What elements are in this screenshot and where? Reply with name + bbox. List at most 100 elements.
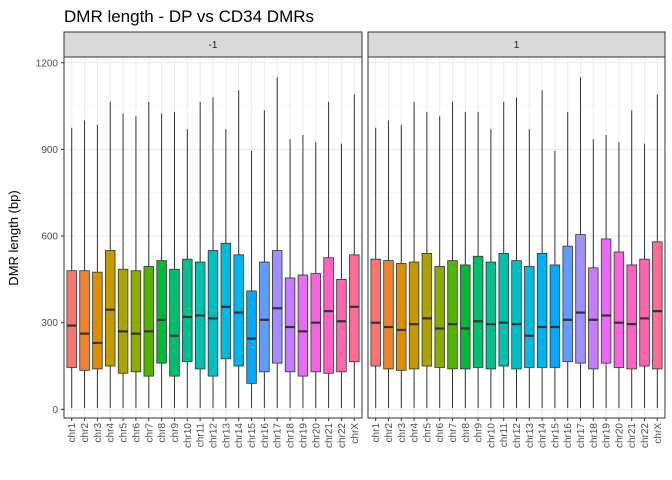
- box-body[interactable]: [511, 260, 522, 370]
- box-chr7[interactable]: [447, 101, 458, 408]
- box-chr9[interactable]: [472, 111, 484, 408]
- box-body[interactable]: [370, 258, 381, 367]
- box-body[interactable]: [588, 267, 599, 370]
- box-chr15[interactable]: [246, 150, 257, 408]
- box-body[interactable]: [156, 260, 167, 364]
- box-body[interactable]: [434, 265, 445, 368]
- box-body[interactable]: [246, 290, 257, 384]
- box-body[interactable]: [143, 265, 154, 377]
- x-tick-label: chr7: [448, 423, 459, 443]
- box-body[interactable]: [613, 251, 625, 368]
- box-chr9[interactable]: [169, 111, 180, 408]
- box-chr5[interactable]: [421, 111, 433, 408]
- box-body[interactable]: [652, 241, 663, 370]
- box-chrX[interactable]: [652, 94, 663, 408]
- box-chr13[interactable]: [220, 129, 232, 408]
- box-chr17[interactable]: [575, 77, 586, 408]
- box-body[interactable]: [408, 261, 420, 370]
- box-chr4[interactable]: [105, 101, 116, 408]
- box-body[interactable]: [472, 255, 484, 368]
- box-body[interactable]: [130, 270, 142, 373]
- box-chr22[interactable]: [336, 143, 347, 408]
- x-tick-label: chr16: [260, 423, 271, 448]
- box-body[interactable]: [536, 252, 548, 368]
- box-chr19[interactable]: [600, 134, 612, 408]
- box-chr12[interactable]: [511, 97, 522, 408]
- x-tick-label: chr9: [170, 423, 181, 443]
- box-chr11[interactable]: [498, 101, 509, 408]
- box-body[interactable]: [460, 264, 471, 370]
- box-body[interactable]: [549, 264, 561, 368]
- box-body[interactable]: [575, 234, 586, 364]
- box-body[interactable]: [182, 258, 193, 363]
- box-chr6[interactable]: [130, 116, 142, 408]
- box-chr21[interactable]: [626, 110, 637, 408]
- box-chr2[interactable]: [383, 120, 394, 408]
- box-body[interactable]: [447, 260, 458, 370]
- box-body[interactable]: [169, 268, 180, 377]
- box-chr18[interactable]: [588, 139, 599, 408]
- box-body[interactable]: [383, 260, 394, 370]
- box-body[interactable]: [626, 264, 637, 370]
- box-chr8[interactable]: [156, 113, 167, 408]
- box-chr14[interactable]: [536, 90, 548, 408]
- box-body[interactable]: [562, 245, 573, 363]
- box-chr3[interactable]: [396, 124, 407, 408]
- box-chr10[interactable]: [182, 129, 193, 408]
- box-body[interactable]: [79, 270, 90, 371]
- box-chr3[interactable]: [92, 124, 103, 408]
- box-chr13[interactable]: [524, 129, 535, 408]
- x-tick-label: chr20: [614, 423, 625, 448]
- box-chr22[interactable]: [639, 143, 650, 408]
- box-chr2[interactable]: [79, 120, 90, 408]
- box-chr10[interactable]: [485, 129, 497, 408]
- box-chr12[interactable]: [207, 97, 219, 408]
- box-chr1[interactable]: [370, 127, 381, 408]
- box-chr20[interactable]: [310, 142, 321, 408]
- box-chr19[interactable]: [297, 134, 309, 408]
- box-body[interactable]: [323, 257, 334, 374]
- box-chr7[interactable]: [143, 101, 154, 408]
- box-body[interactable]: [421, 252, 433, 367]
- box-chr20[interactable]: [613, 142, 625, 408]
- box-body[interactable]: [272, 250, 283, 364]
- box-chr14[interactable]: [233, 90, 244, 408]
- box-chr5[interactable]: [117, 113, 129, 408]
- box-body[interactable]: [485, 261, 497, 370]
- box-body[interactable]: [498, 252, 509, 367]
- panel-border: [63, 56, 363, 419]
- box-body[interactable]: [284, 277, 296, 373]
- box-body[interactable]: [396, 263, 407, 371]
- box-chr21[interactable]: [323, 101, 334, 408]
- box-body[interactable]: [220, 242, 232, 360]
- box-body[interactable]: [349, 254, 360, 363]
- box-chr1[interactable]: [66, 127, 77, 408]
- x-tick-label: chr19: [602, 423, 613, 448]
- y-tick-label: 300: [41, 318, 58, 329]
- box-chr11[interactable]: [194, 101, 206, 408]
- box-body[interactable]: [105, 250, 116, 367]
- box-body[interactable]: [297, 274, 309, 377]
- box-body[interactable]: [639, 258, 650, 367]
- box-body[interactable]: [66, 270, 77, 368]
- box-chr6[interactable]: [434, 116, 445, 408]
- box-chr17[interactable]: [272, 77, 283, 408]
- box-chrX[interactable]: [349, 94, 360, 408]
- box-body[interactable]: [336, 278, 347, 373]
- box-body[interactable]: [207, 250, 219, 377]
- x-tick-label: chr14: [234, 423, 245, 448]
- x-tick-label: chr14: [538, 423, 549, 448]
- box-body[interactable]: [92, 271, 103, 370]
- box-chr18[interactable]: [284, 139, 296, 408]
- box-body[interactable]: [117, 268, 129, 374]
- box-chr16[interactable]: [562, 111, 573, 408]
- box-chr4[interactable]: [408, 101, 420, 408]
- box-body[interactable]: [600, 238, 612, 364]
- box-body[interactable]: [233, 254, 244, 367]
- box-chr16[interactable]: [259, 110, 270, 408]
- box-body[interactable]: [259, 261, 270, 373]
- y-tick-label: 0: [52, 405, 58, 416]
- box-body[interactable]: [524, 265, 535, 368]
- box-chr8[interactable]: [460, 111, 471, 408]
- box-chr15[interactable]: [549, 150, 561, 408]
